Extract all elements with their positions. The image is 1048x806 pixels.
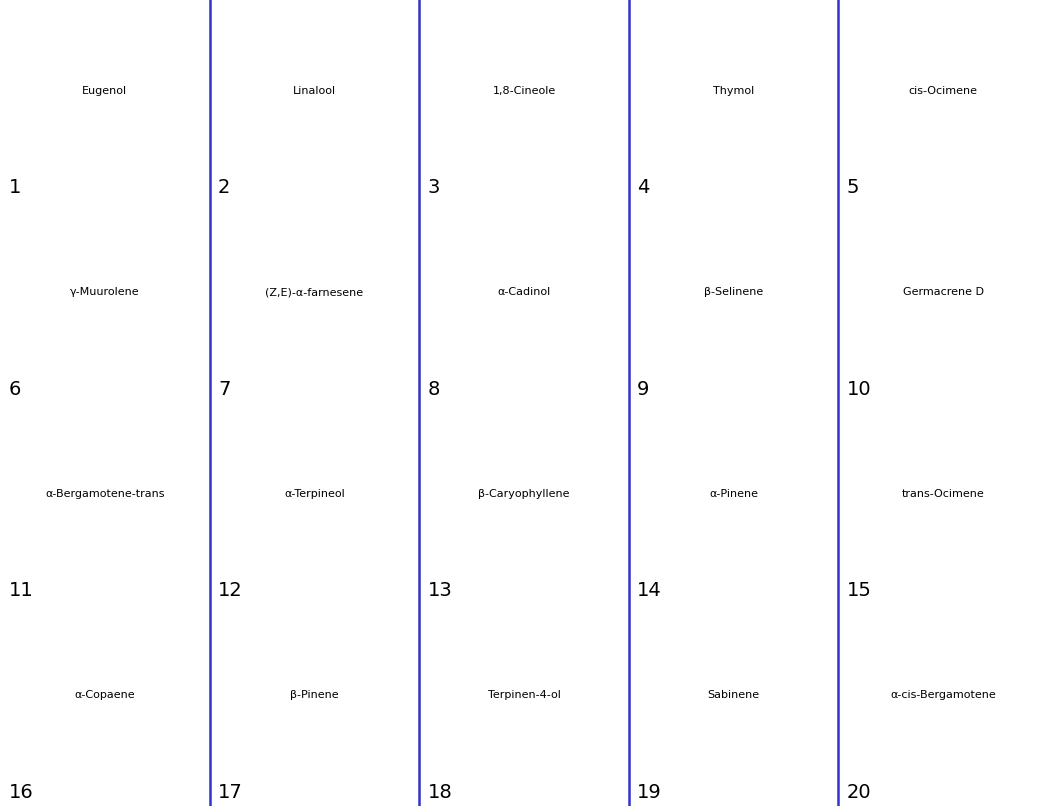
Text: 1,8-Cineole: 1,8-Cineole (493, 85, 555, 96)
Text: 14: 14 (637, 581, 662, 600)
Text: 8: 8 (428, 380, 440, 399)
Text: Thymol: Thymol (713, 85, 755, 96)
Text: (Z,E)-α-farnesene: (Z,E)-α-farnesene (265, 287, 364, 297)
Text: α-cis-Bergamotene: α-cis-Bergamotene (891, 690, 996, 700)
Text: α-Pinene: α-Pinene (709, 488, 758, 499)
Text: 1: 1 (8, 178, 21, 197)
Text: α-Cadinol: α-Cadinol (498, 287, 550, 297)
Text: α-Bergamotene-trans: α-Bergamotene-trans (45, 488, 165, 499)
Text: 16: 16 (8, 783, 34, 802)
Text: 13: 13 (428, 581, 453, 600)
Text: Terpinen-4-ol: Terpinen-4-ol (487, 690, 561, 700)
Text: Linalool: Linalool (292, 85, 336, 96)
Text: Germacrene D: Germacrene D (902, 287, 984, 297)
Text: β-Caryophyllene: β-Caryophyllene (478, 488, 570, 499)
Text: 9: 9 (637, 380, 650, 399)
Text: γ-Muurolene: γ-Muurolene (70, 287, 139, 297)
Text: 17: 17 (218, 783, 243, 802)
Text: Sabinene: Sabinene (707, 690, 760, 700)
Text: 15: 15 (847, 581, 872, 600)
Text: 12: 12 (218, 581, 243, 600)
Text: 20: 20 (847, 783, 871, 802)
Text: 19: 19 (637, 783, 662, 802)
Text: 3: 3 (428, 178, 440, 197)
Text: 18: 18 (428, 783, 453, 802)
Text: Eugenol: Eugenol (82, 85, 128, 96)
Text: β-Pinene: β-Pinene (290, 690, 339, 700)
Text: 4: 4 (637, 178, 650, 197)
Text: α-Copaene: α-Copaene (74, 690, 135, 700)
Text: 11: 11 (8, 581, 34, 600)
Text: 6: 6 (8, 380, 21, 399)
Text: 10: 10 (847, 380, 871, 399)
Text: trans-Ocimene: trans-Ocimene (902, 488, 984, 499)
Text: α-Terpineol: α-Terpineol (284, 488, 345, 499)
Text: 7: 7 (218, 380, 231, 399)
Text: 2: 2 (218, 178, 231, 197)
Text: β-Selinene: β-Selinene (704, 287, 763, 297)
Text: cis-Ocimene: cis-Ocimene (909, 85, 978, 96)
Text: 5: 5 (847, 178, 859, 197)
